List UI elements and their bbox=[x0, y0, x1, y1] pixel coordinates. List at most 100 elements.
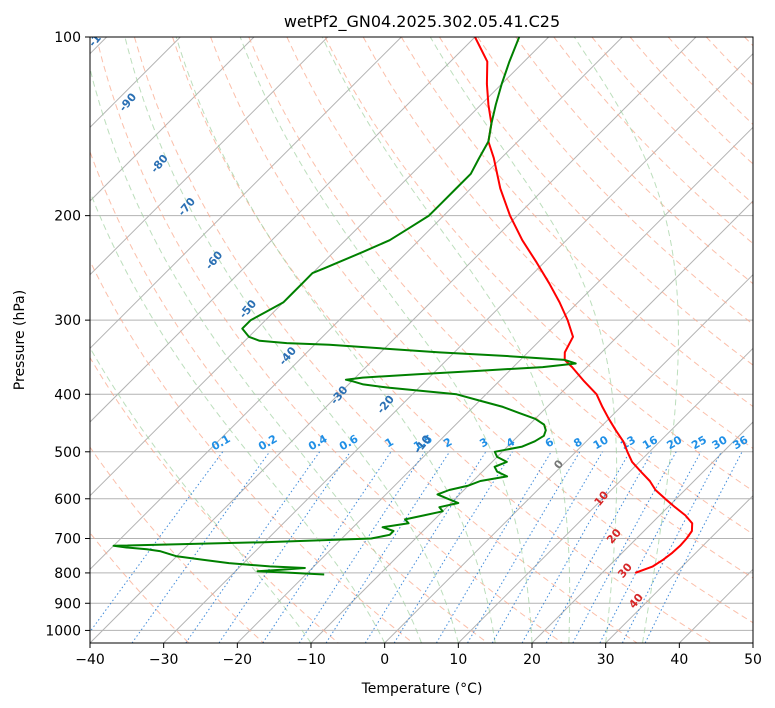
mixing-ratio-line bbox=[435, 451, 552, 643]
isotherm bbox=[90, 37, 402, 350]
mixing-ratio-label: 8 bbox=[571, 435, 584, 450]
isotherm bbox=[90, 37, 476, 423]
dry-adiabat bbox=[667, 37, 753, 126]
dry-adiabat-label: -70 bbox=[175, 195, 198, 219]
isotherm bbox=[752, 642, 753, 643]
mixing-ratio-label: 1 bbox=[383, 435, 396, 450]
moist-adiabat bbox=[429, 37, 618, 643]
moist-adiabat bbox=[90, 66, 422, 643]
dry-adiabat bbox=[95, 37, 563, 643]
mixing-ratio-label: 2 bbox=[441, 435, 454, 450]
dry-adiabat-label: -40 bbox=[276, 344, 299, 368]
mixing-ratio-label: 30 bbox=[710, 433, 730, 452]
y-axis: 100 200 300 400 500 600 700 800 900 1000 bbox=[45, 30, 90, 639]
mixing-ratio-label: 0.4 bbox=[306, 432, 330, 453]
y-tick-label: 600 bbox=[54, 492, 81, 508]
moist-adiabat bbox=[124, 37, 459, 643]
mixing-ratio-label: 10 bbox=[591, 433, 611, 452]
isotherm bbox=[310, 200, 753, 643]
chart-profiles bbox=[112, 37, 694, 576]
dry-adiabat bbox=[286, 37, 753, 535]
x-axis: −40 −30 −20 −10 0 10 20 30 40 50 bbox=[75, 643, 762, 668]
x-tick-label: 40 bbox=[670, 652, 688, 668]
isotherm bbox=[90, 37, 255, 202]
mixing-ratio-label: 20 bbox=[665, 433, 685, 452]
mixing-ratio-line bbox=[90, 451, 224, 633]
moist-adiabat bbox=[90, 190, 386, 643]
x-tick-label: −30 bbox=[149, 652, 179, 668]
moist-adiabat bbox=[239, 37, 533, 643]
mixing-ratio-line bbox=[521, 451, 631, 643]
dry-adiabat-label: 10 bbox=[592, 488, 612, 508]
moist-adiabat bbox=[573, 37, 679, 643]
plot-frame bbox=[89, 36, 754, 644]
dry-adiabat bbox=[477, 37, 753, 325]
dry-adiabat bbox=[172, 37, 712, 643]
dry-adiabat bbox=[90, 259, 414, 643]
isotherm bbox=[457, 347, 753, 643]
dry-adiabat bbox=[90, 446, 264, 643]
mixing-ratio-line bbox=[364, 451, 487, 643]
isotherm bbox=[90, 37, 623, 571]
y-axis-title: Pressure (hPa) bbox=[12, 290, 28, 390]
mixing-ratio-label: 3 bbox=[477, 435, 490, 450]
dry-adiabat-label: 20 bbox=[604, 526, 624, 546]
y-tick-label: 800 bbox=[54, 566, 81, 582]
mixing-ratio-line bbox=[545, 451, 653, 643]
mixing-ratio-line bbox=[644, 451, 743, 643]
dry-adiabat-label: -80 bbox=[148, 152, 171, 176]
y-tick-label: 500 bbox=[54, 445, 81, 461]
isotherm bbox=[531, 421, 753, 643]
mixing-ratio-label: 25 bbox=[689, 433, 709, 452]
dry-adiabat bbox=[553, 37, 753, 245]
x-tick-label: 10 bbox=[449, 652, 467, 668]
moist-adiabat bbox=[90, 346, 312, 643]
mixing-ratio-label: 13 bbox=[618, 433, 638, 452]
dry-adiabat-label: -90 bbox=[116, 90, 139, 114]
y-tick-label: 200 bbox=[54, 209, 81, 225]
dry-adiabat bbox=[438, 37, 753, 366]
isotherm bbox=[90, 37, 550, 497]
dewpoint-profile-line bbox=[112, 37, 577, 576]
x-tick-label: 20 bbox=[523, 652, 541, 668]
moist-adiabat bbox=[321, 37, 571, 643]
dry-adiabat-label: 40 bbox=[626, 591, 646, 611]
temperature-profile-line bbox=[474, 37, 694, 574]
x-tick-label: 50 bbox=[744, 652, 762, 668]
mixing-ratio-line bbox=[599, 451, 702, 643]
moist-adiabat bbox=[175, 37, 496, 643]
x-tick-label: 30 bbox=[597, 652, 615, 668]
x-tick-label: −20 bbox=[223, 652, 253, 668]
y-tick-label: 900 bbox=[54, 596, 81, 612]
x-tick-label: −10 bbox=[296, 652, 326, 668]
y-tick-label: 400 bbox=[54, 387, 81, 403]
isotherm bbox=[678, 568, 753, 643]
dry-adiabat bbox=[705, 37, 753, 86]
mixing-ratio-label: 36 bbox=[730, 433, 750, 452]
isotherm bbox=[605, 494, 753, 643]
dry-adiabat bbox=[90, 150, 488, 643]
mixing-ratio-line bbox=[131, 451, 271, 643]
dry-adiabat bbox=[210, 37, 753, 624]
mixing-ratio-line bbox=[185, 451, 321, 643]
dry-adiabat bbox=[591, 37, 753, 205]
mixing-ratio-line bbox=[262, 451, 392, 643]
y-tick-label: 100 bbox=[54, 30, 81, 46]
isotherm bbox=[384, 273, 753, 643]
x-tick-label: 0 bbox=[380, 652, 389, 668]
mixing-ratio-label: 16 bbox=[640, 433, 660, 452]
x-tick-label: −40 bbox=[75, 652, 105, 668]
dry-adiabat-label: -30 bbox=[328, 383, 351, 407]
dry-adiabat-label: -60 bbox=[203, 248, 226, 272]
isotherm bbox=[236, 126, 753, 643]
mixing-ratio-line bbox=[298, 451, 426, 643]
dry-adiabat bbox=[515, 37, 753, 285]
dry-adiabat bbox=[133, 37, 638, 643]
isotherm bbox=[90, 37, 697, 643]
mixing-ratio-line bbox=[218, 451, 351, 643]
dry-adiabat bbox=[744, 37, 753, 47]
dry-adiabat bbox=[324, 37, 753, 492]
dry-adiabat-label: 30 bbox=[615, 560, 635, 580]
y-tick-label: 300 bbox=[54, 313, 81, 329]
